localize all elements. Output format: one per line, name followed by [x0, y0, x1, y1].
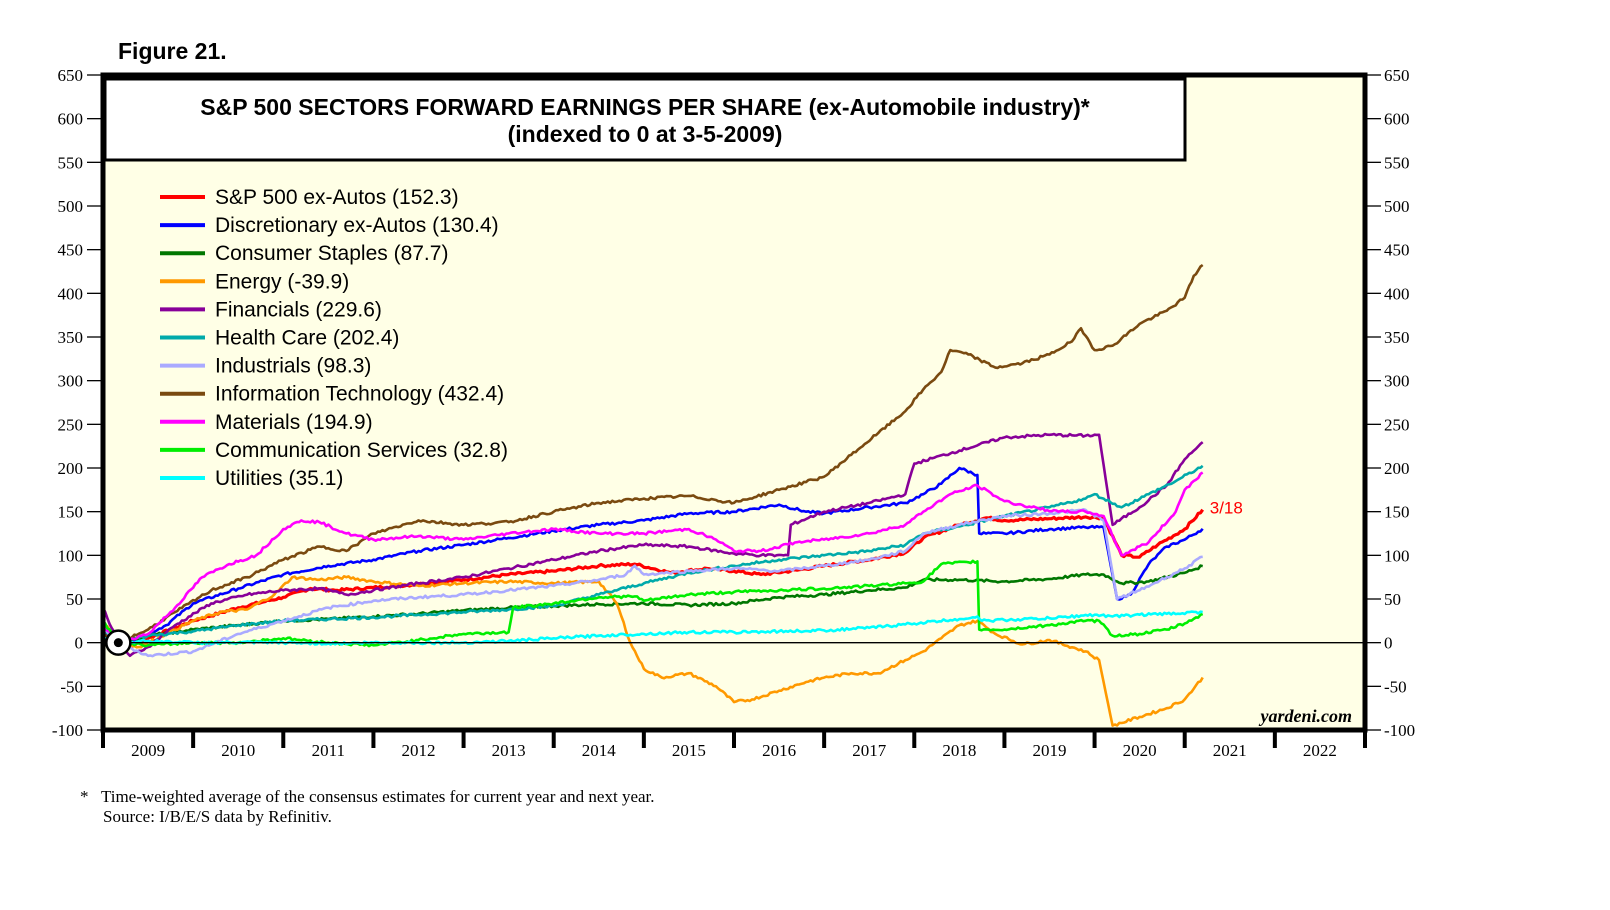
x-tick-label: 2013 [492, 741, 526, 760]
series-line-s-p-500-ex-autos [101, 508, 1205, 649]
y-tick-label-left: 600 [58, 110, 84, 129]
y-tick-label-right: 600 [1384, 110, 1410, 129]
legend-entry: Information Technology (432.4) [215, 383, 504, 406]
end-date-label: 3/18 [1210, 499, 1243, 518]
legend-entry: Materials (194.9) [215, 411, 373, 434]
legend-entry: Discretionary ex-Autos (130.4) [215, 214, 499, 237]
x-tick-label: 2009 [131, 741, 165, 760]
y-tick-label-right: 550 [1384, 153, 1410, 172]
y-tick-label-right: 0 [1384, 634, 1393, 653]
y-tick-label-left: 650 [58, 66, 84, 85]
legend-entry: Health Care (202.4) [215, 327, 399, 350]
y-tick-label-right: -50 [1384, 677, 1407, 696]
y-tick-label-left: 300 [58, 372, 84, 391]
footnote-line-2: Source: I/B/E/S data by Refinitiv. [103, 807, 332, 826]
series-line-information-technology [102, 263, 1204, 645]
y-tick-label-left: 150 [58, 503, 84, 522]
title-box: S&P 500 SECTORS FORWARD EARNINGS PER SHA… [103, 77, 1187, 162]
x-axis: 2009 2010 2011 2012 2013 2014 2015 2016 2017 2018… [101, 730, 1367, 760]
x-tick-label: 2014 [582, 741, 617, 760]
x-tick-label: 2011 [312, 741, 345, 760]
legend-entry: Financials (229.6) [215, 298, 382, 321]
y-tick-label-right: 650 [1384, 66, 1410, 85]
x-tick-label: 2016 [762, 741, 796, 760]
y-tick-label-right: 400 [1384, 284, 1410, 303]
title-box-frame [103, 77, 1187, 162]
y-tick-label-left: 350 [58, 328, 84, 347]
y-tick-label-left: -50 [60, 677, 83, 696]
y-tick-label-right: 350 [1384, 328, 1410, 347]
y-tick-label-right: 150 [1384, 503, 1410, 522]
legend-entry: Communication Services (32.8) [215, 439, 508, 462]
y-tick-label-right: 450 [1384, 241, 1410, 260]
y-tick-label-right: 100 [1384, 546, 1410, 565]
y-tick-label-right: 50 [1384, 590, 1401, 609]
x-tick-label: 2022 [1303, 741, 1337, 760]
series-line-materials [101, 471, 1204, 645]
plot-area [103, 75, 1365, 730]
x-tick-label: 2019 [1033, 741, 1067, 760]
y-tick-label-right: 500 [1384, 197, 1410, 216]
y-tick-label-left: 450 [58, 241, 84, 260]
chart-title: S&P 500 SECTORS FORWARD EARNINGS PER SHA… [200, 94, 1090, 120]
index-marker-dot [113, 638, 123, 648]
series-line-energy [101, 574, 1204, 727]
x-tick-label: 2012 [402, 741, 436, 760]
y-tick-label-right: 300 [1384, 372, 1410, 391]
legend-entry: Consumer Staples (87.7) [215, 242, 448, 265]
y-tick-label-left: 200 [58, 459, 84, 478]
series-line-financials [101, 432, 1204, 658]
legend-entry: S&P 500 ex-Autos (152.3) [215, 186, 459, 209]
legend-entry: Industrials (98.3) [215, 355, 371, 378]
y-tick-label-left: 50 [66, 590, 83, 609]
y-tick-label-right: -100 [1384, 721, 1415, 740]
y-tick-label-left: 250 [58, 415, 84, 434]
index-marker-icon [105, 629, 132, 656]
figure-label: Figure 21. [118, 38, 227, 64]
y-tick-label-left: 500 [58, 197, 84, 216]
x-tick-label: 2018 [942, 741, 976, 760]
x-tick-label: 2015 [672, 741, 706, 760]
x-tick-label: 2021 [1213, 741, 1247, 760]
series-lines [101, 263, 1205, 727]
y-tick-label-left: 0 [75, 634, 84, 653]
x-tick-label: 2017 [852, 741, 887, 760]
series-line-industrials [102, 507, 1203, 658]
legend-entry: Energy (-39.9) [215, 270, 349, 293]
footnote-line-1: * Time-weighted average of the consensus… [80, 787, 655, 806]
series-line-communication-services [101, 559, 1204, 648]
y-tick-label-left: 400 [58, 284, 84, 303]
legend: S&P 500 ex-Autos (152.3) Discretionary ex… [160, 186, 508, 490]
series-line-discretionary-ex-autos [102, 466, 1204, 645]
left-y-axis: 650600550500450400350300250200150100500-… [52, 66, 103, 740]
y-tick-label-right: 250 [1384, 415, 1410, 434]
x-tick-label: 2020 [1123, 741, 1157, 760]
y-tick-label-left: 550 [58, 153, 84, 172]
legend-entry: Utilities (35.1) [215, 467, 343, 490]
y-tick-label-left: -100 [52, 721, 83, 740]
watermark: yardeni.com [1259, 706, 1353, 726]
y-tick-label-right: 200 [1384, 459, 1410, 478]
chart-subtitle: (indexed to 0 at 3-5-2009) [508, 121, 783, 147]
y-tick-label-left: 100 [58, 546, 84, 565]
series-line-utilities [102, 610, 1203, 646]
right-y-axis: 650600550500450400350300250200150100500-… [1365, 66, 1415, 740]
x-tick-label: 2010 [221, 741, 255, 760]
